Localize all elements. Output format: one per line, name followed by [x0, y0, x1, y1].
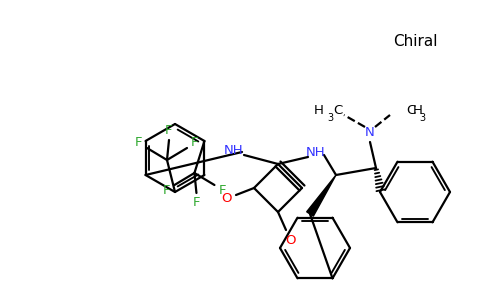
Text: F: F	[163, 184, 170, 197]
Polygon shape	[307, 175, 336, 216]
Text: F: F	[135, 136, 143, 148]
Text: H: H	[314, 103, 324, 116]
Text: F: F	[165, 124, 173, 136]
Text: O: O	[285, 233, 295, 247]
Text: F: F	[219, 184, 226, 197]
Text: C: C	[406, 103, 415, 116]
Text: F: F	[191, 136, 199, 148]
Text: O: O	[221, 191, 231, 205]
Text: 3: 3	[419, 113, 425, 123]
Text: F: F	[193, 196, 200, 209]
Text: C: C	[333, 103, 342, 116]
Text: NH: NH	[306, 146, 326, 158]
Text: NH: NH	[224, 143, 244, 157]
Text: N: N	[365, 125, 375, 139]
Text: Chiral: Chiral	[393, 34, 437, 50]
Text: H: H	[413, 103, 423, 116]
Text: 3: 3	[327, 113, 333, 123]
